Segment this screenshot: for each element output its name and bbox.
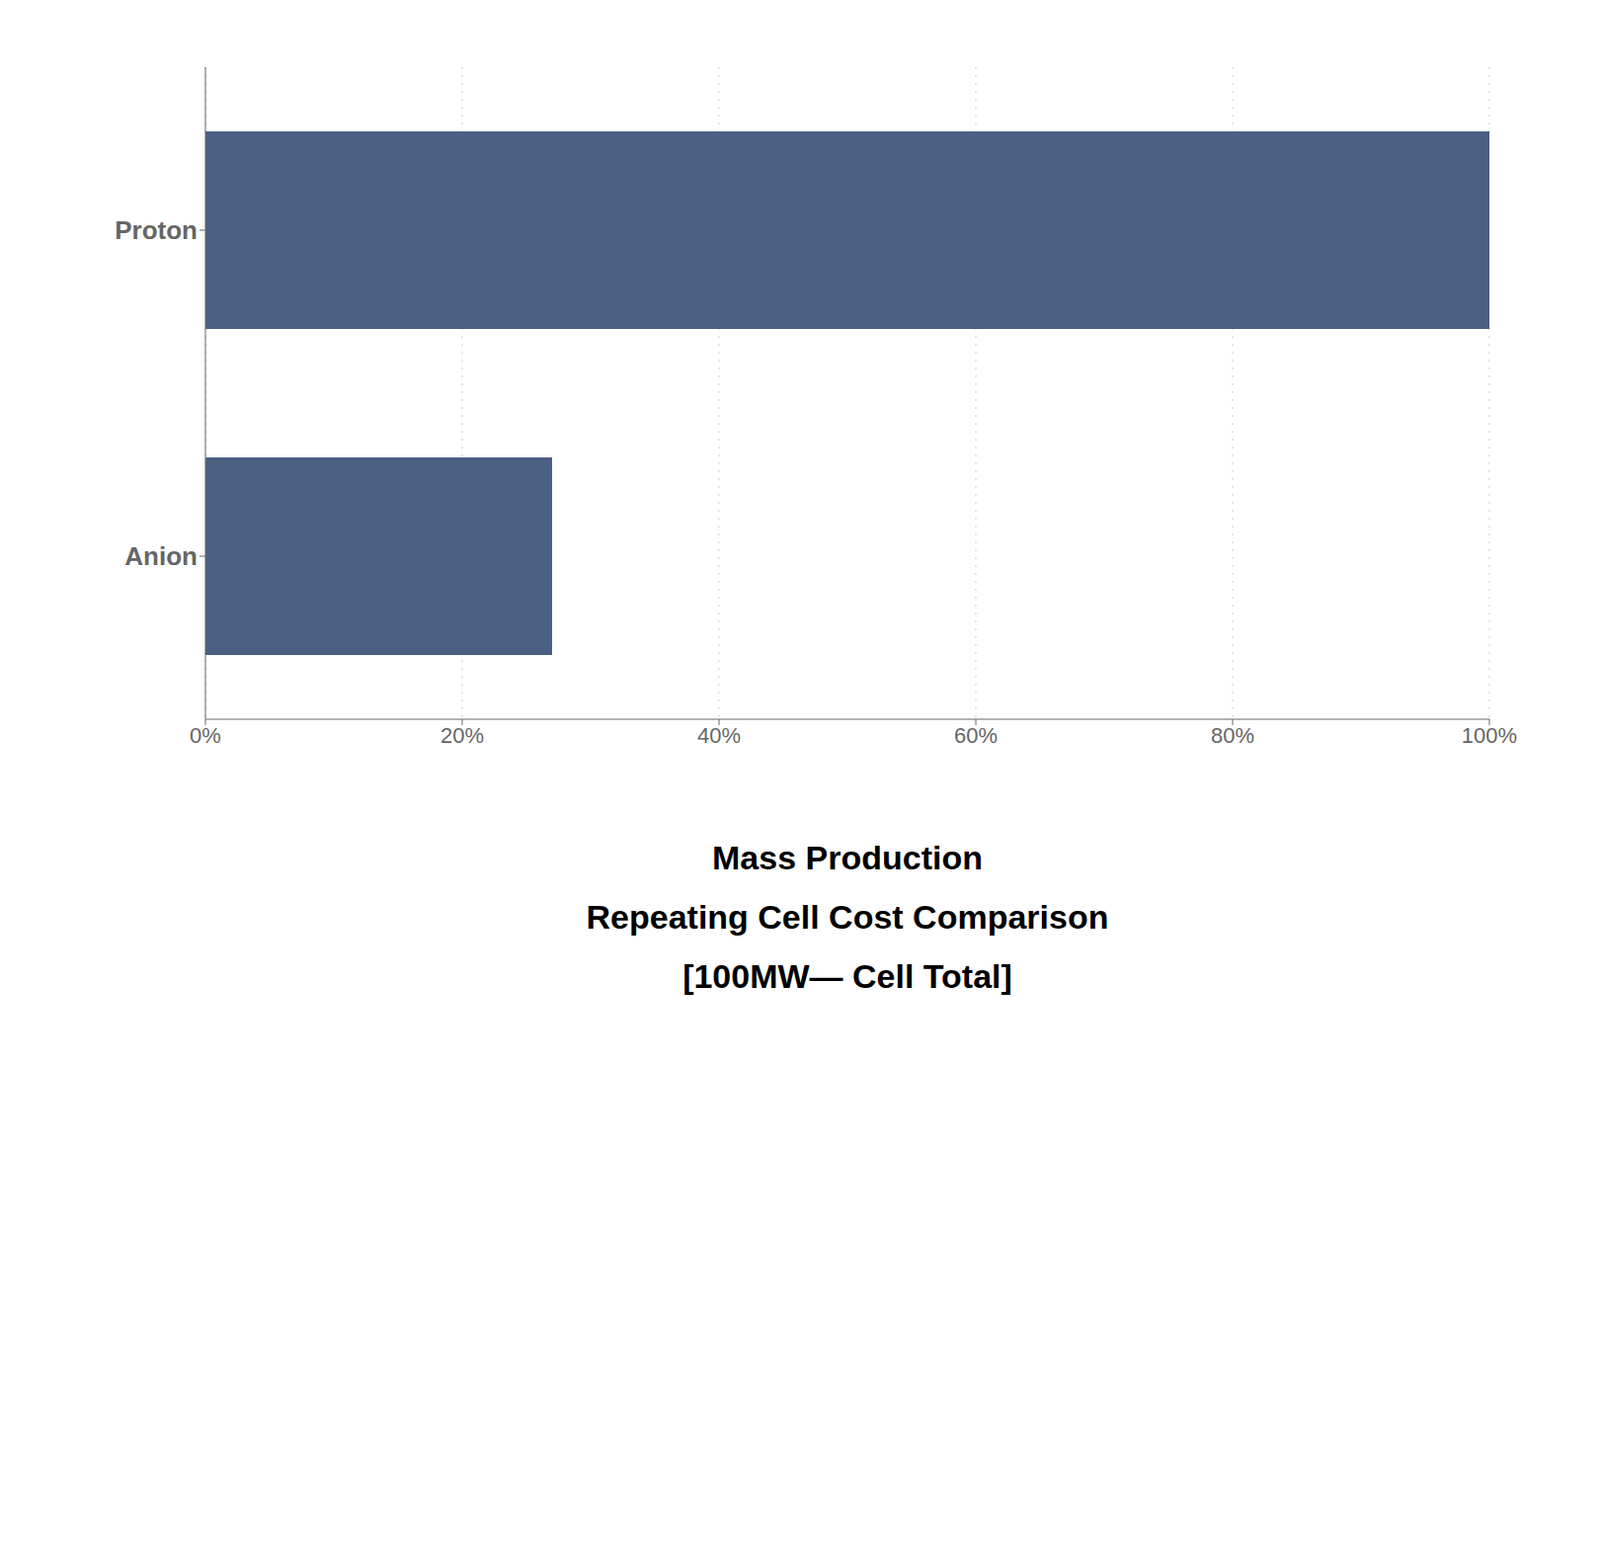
svg-text:100%: 100%: [1461, 722, 1518, 748]
svg-text:Anion: Anion: [124, 541, 198, 571]
svg-text:0%: 0%: [189, 722, 222, 748]
html-text:Repeating Cell Cost Comparison: Repeating Cell Cost Comparison: [586, 897, 1109, 936]
svg-text:20%: 20%: [440, 722, 484, 748]
svg-text:60%: 60%: [954, 722, 998, 748]
svg-text:Proton: Proton: [114, 215, 198, 245]
svg-text:40%: 40%: [697, 722, 741, 748]
html-text:[100MW— Cell Total]: [100MW— Cell Total]: [682, 957, 1013, 995]
html-text:Mass Production: Mass Production: [712, 838, 983, 877]
svg-text:80%: 80%: [1210, 722, 1255, 748]
